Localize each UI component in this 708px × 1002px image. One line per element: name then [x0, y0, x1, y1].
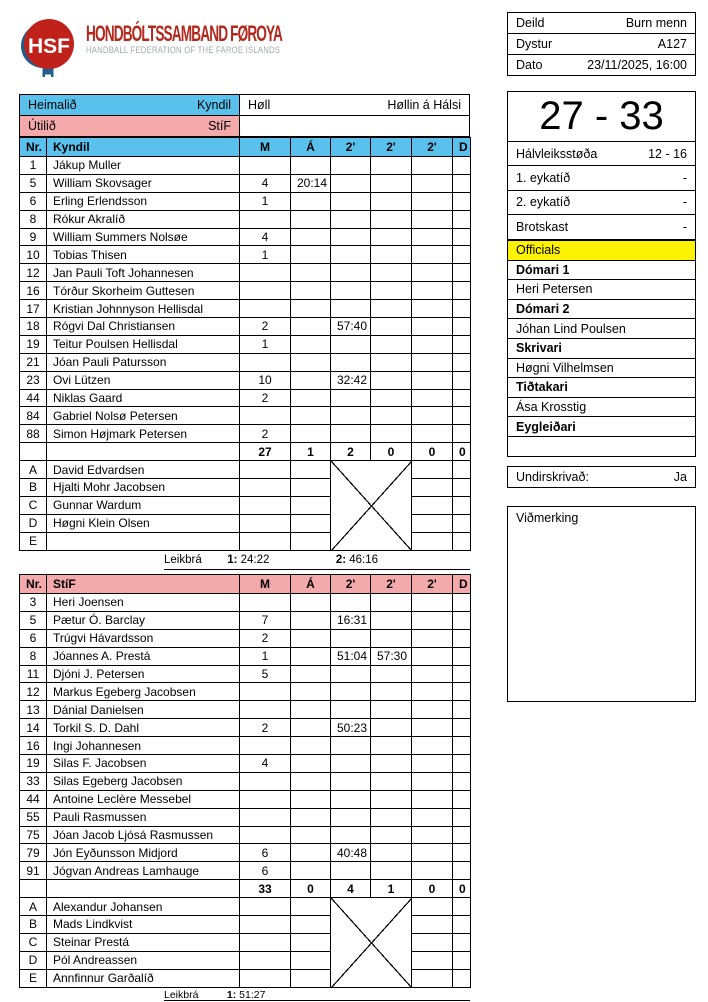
svg-text:HSF: HSF: [28, 35, 70, 58]
